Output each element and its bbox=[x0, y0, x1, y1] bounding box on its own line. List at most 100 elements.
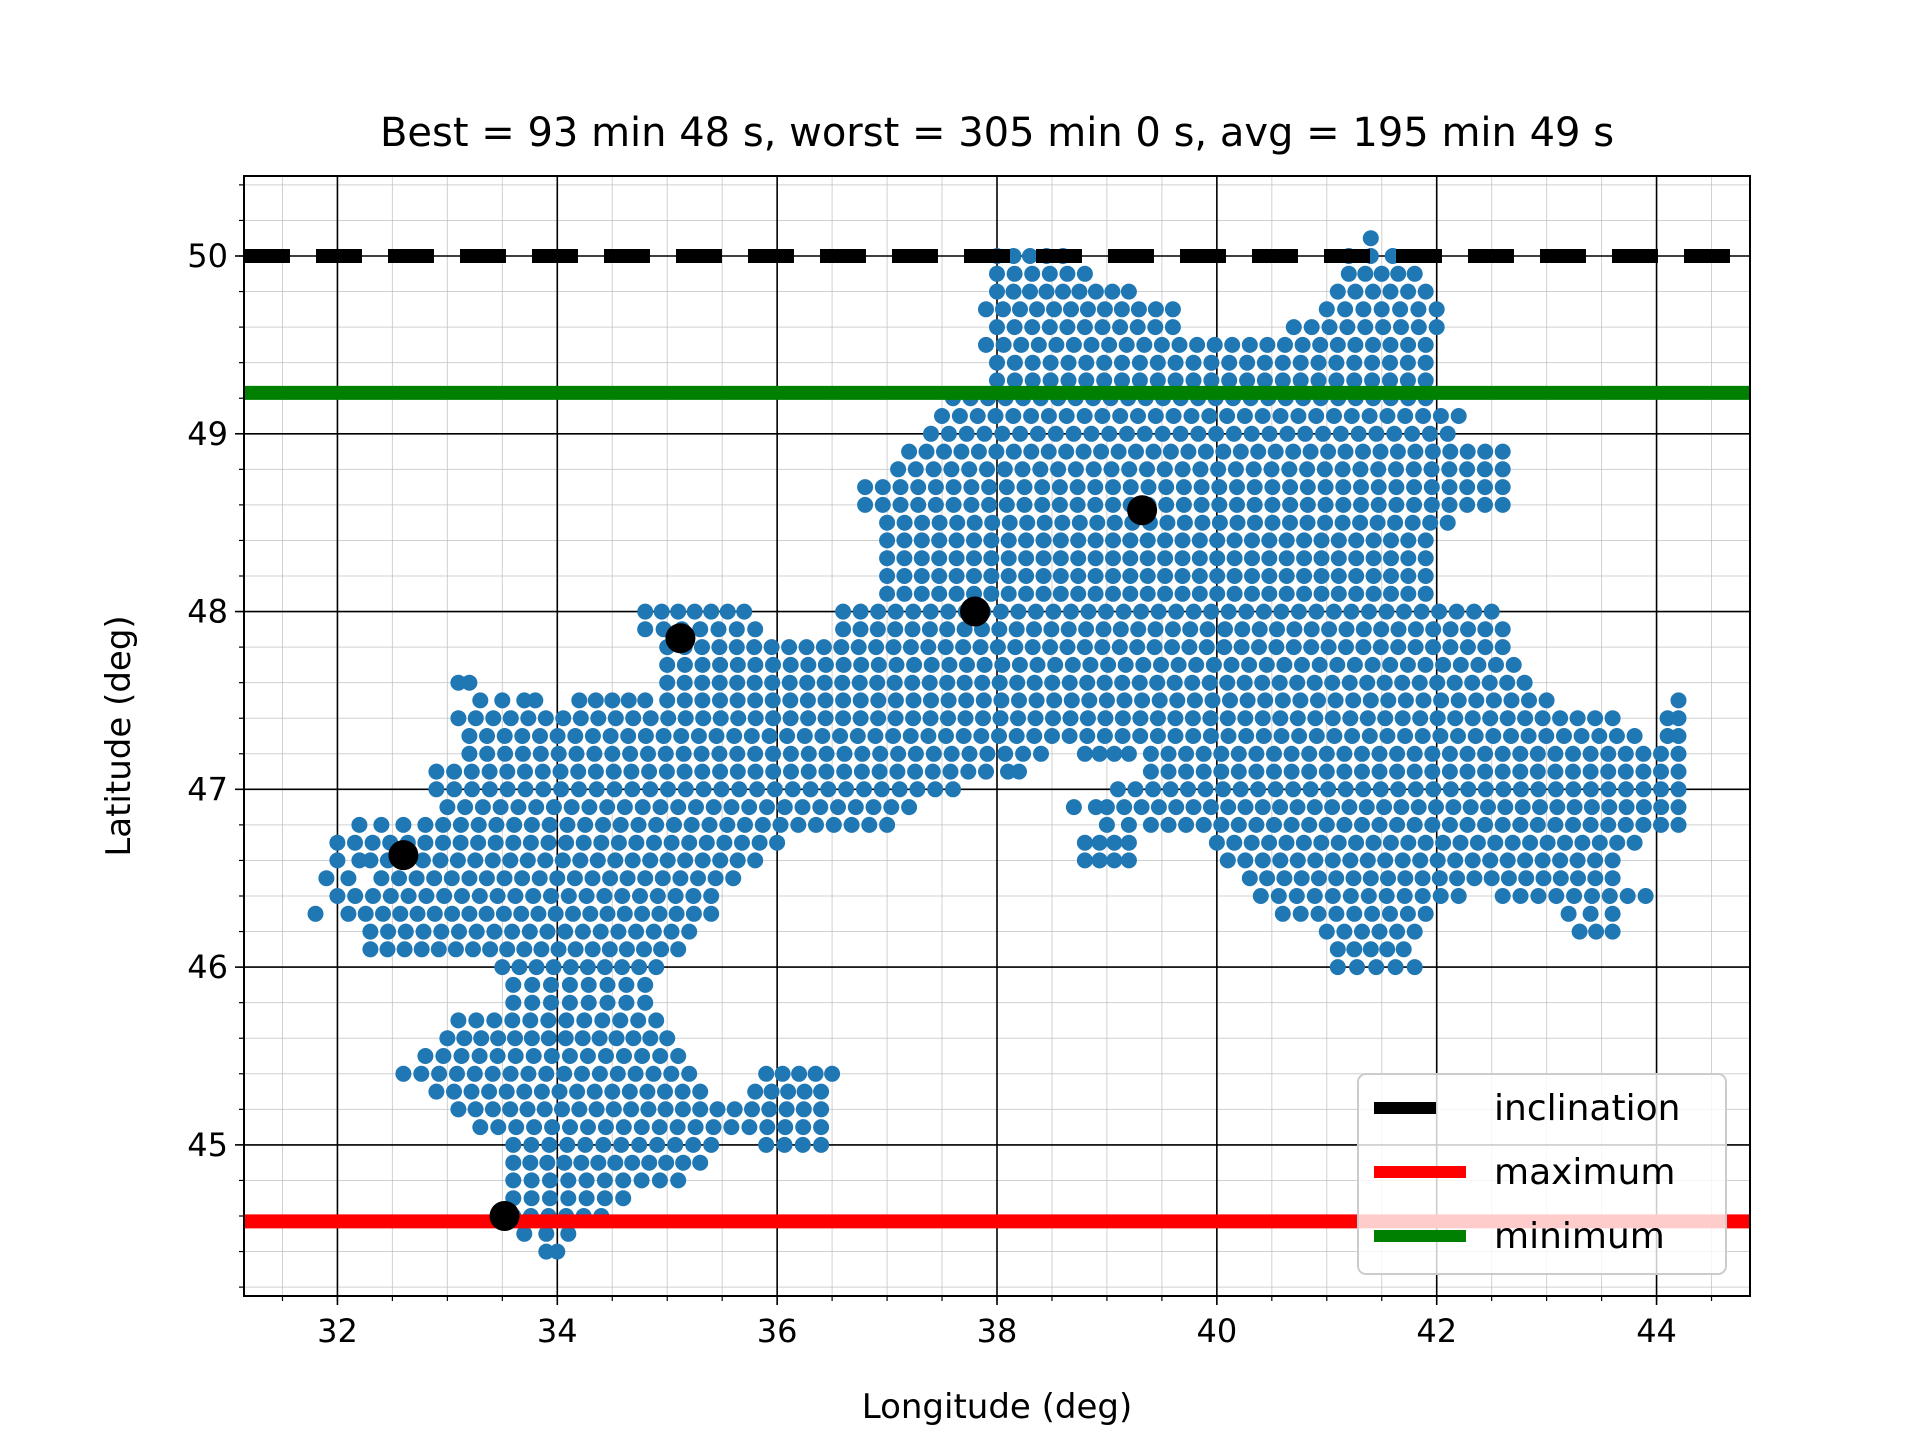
coverage-point bbox=[758, 1065, 775, 1082]
coverage-point bbox=[1504, 834, 1521, 851]
coverage-point bbox=[1428, 319, 1445, 336]
coverage-point bbox=[779, 728, 796, 744]
coverage-point bbox=[1203, 354, 1220, 371]
coverage-point bbox=[766, 781, 783, 798]
coverage-point bbox=[1208, 834, 1225, 851]
coverage-point bbox=[1307, 710, 1324, 727]
coverage-point bbox=[561, 994, 578, 1011]
coverage-point bbox=[674, 1083, 691, 1100]
coverage-point bbox=[1094, 639, 1111, 656]
coverage-point bbox=[1477, 816, 1494, 833]
coverage-point bbox=[450, 710, 467, 727]
coverage-point bbox=[1449, 870, 1466, 887]
coverage-point bbox=[1157, 568, 1174, 584]
coverage-point bbox=[1520, 728, 1537, 744]
coverage-point bbox=[856, 781, 872, 798]
coverage-point bbox=[729, 674, 746, 691]
coverage-point bbox=[1354, 745, 1370, 762]
coverage-point bbox=[1626, 728, 1643, 744]
coverage-point bbox=[1008, 621, 1025, 638]
coverage-point bbox=[907, 461, 924, 478]
coverage-point bbox=[1308, 603, 1325, 620]
coverage-point bbox=[723, 799, 740, 816]
y-axis-label: Latitude (deg) bbox=[99, 615, 139, 856]
coverage-point bbox=[865, 799, 882, 816]
coverage-point bbox=[362, 941, 379, 958]
coverage-point bbox=[1130, 408, 1146, 424]
coverage-point bbox=[1211, 479, 1228, 496]
x-tick-label: 42 bbox=[1416, 1312, 1457, 1350]
y-tick-label: 46 bbox=[187, 948, 228, 986]
coverage-point bbox=[1362, 941, 1379, 958]
coverage-point bbox=[1317, 479, 1334, 496]
coverage-point bbox=[1450, 888, 1467, 904]
coverage-point bbox=[1197, 781, 1214, 798]
coverage-point bbox=[1357, 319, 1374, 336]
coverage-point bbox=[790, 816, 807, 833]
coverage-point bbox=[1289, 852, 1306, 869]
coverage-point bbox=[1132, 728, 1149, 744]
coverage-point bbox=[1167, 710, 1184, 727]
coverage-point bbox=[1389, 745, 1406, 762]
coverage-point bbox=[516, 1225, 533, 1242]
coverage-point bbox=[567, 728, 584, 744]
coverage-point bbox=[561, 1048, 578, 1064]
coverage-point bbox=[1637, 888, 1654, 904]
coverage-point bbox=[1227, 461, 1244, 478]
coverage-point bbox=[397, 923, 414, 940]
coverage-point bbox=[685, 1136, 702, 1153]
coverage-point bbox=[896, 568, 913, 584]
coverage-point bbox=[640, 1101, 657, 1118]
coverage-point bbox=[1244, 550, 1260, 567]
coverage-point bbox=[1169, 692, 1186, 709]
coverage-point bbox=[1110, 443, 1127, 460]
coverage-point bbox=[1098, 799, 1115, 816]
coverage-point bbox=[1466, 870, 1483, 887]
coverage-point bbox=[1097, 710, 1114, 727]
coverage-point bbox=[1583, 799, 1600, 816]
coverage-point bbox=[428, 1083, 445, 1100]
coverage-point bbox=[694, 763, 711, 780]
coverage-point bbox=[1178, 816, 1195, 833]
coverage-point bbox=[557, 923, 574, 940]
coverage-point bbox=[934, 408, 950, 424]
coverage-point bbox=[885, 728, 902, 744]
coverage-point bbox=[1302, 781, 1319, 798]
x-tick-labels: 32 34 36 38 40 42 44 bbox=[317, 1312, 1677, 1350]
coverage-point bbox=[685, 905, 702, 922]
coverage-point bbox=[604, 692, 621, 709]
coverage-point bbox=[896, 550, 913, 567]
coverage-point bbox=[674, 1101, 691, 1118]
coverage-point bbox=[1588, 923, 1605, 940]
coverage-point bbox=[1149, 354, 1166, 371]
coverage-point bbox=[1552, 710, 1569, 727]
coverage-point bbox=[1467, 728, 1484, 744]
coverage-point bbox=[687, 1119, 704, 1136]
coverage-point bbox=[1198, 639, 1215, 656]
coverage-point bbox=[545, 799, 562, 816]
coverage-point bbox=[1274, 692, 1291, 709]
coverage-point bbox=[850, 639, 867, 656]
coverage-point bbox=[1517, 710, 1534, 727]
coverage-point bbox=[539, 1154, 556, 1171]
coverage-point bbox=[1096, 728, 1113, 744]
coverage-point bbox=[668, 905, 685, 922]
coverage-point bbox=[1273, 728, 1290, 744]
coverage-point bbox=[505, 1136, 522, 1153]
coverage-point bbox=[1329, 283, 1346, 300]
coverage-point bbox=[1310, 905, 1327, 922]
coverage-point bbox=[1330, 550, 1347, 567]
coverage-point bbox=[904, 621, 921, 638]
coverage-point bbox=[781, 674, 798, 691]
coverage-point bbox=[1131, 372, 1148, 389]
coverage-point bbox=[1278, 585, 1295, 602]
coverage-point bbox=[1273, 603, 1290, 620]
coverage-point bbox=[1459, 461, 1476, 478]
coverage-point bbox=[1209, 585, 1226, 602]
coverage-point bbox=[1215, 443, 1232, 460]
coverage-point bbox=[637, 994, 654, 1011]
coverage-point bbox=[1013, 336, 1030, 353]
coverage-point bbox=[1329, 656, 1346, 673]
coverage-point bbox=[1348, 834, 1365, 851]
coverage-point bbox=[1328, 372, 1345, 389]
